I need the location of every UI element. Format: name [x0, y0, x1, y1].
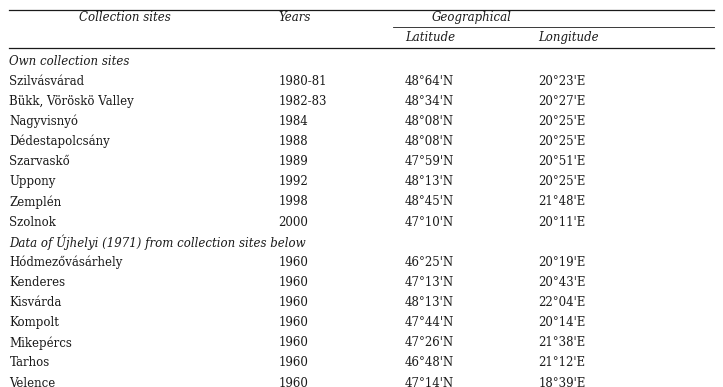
- Text: Collection sites: Collection sites: [80, 11, 171, 24]
- Text: 46°25'N: 46°25'N: [405, 256, 454, 269]
- Text: 20°25'E: 20°25'E: [539, 175, 586, 188]
- Text: 48°64'N: 48°64'N: [405, 75, 454, 88]
- Text: Latitude: Latitude: [405, 31, 455, 44]
- Text: 1960: 1960: [278, 356, 308, 370]
- Text: 22°04'E: 22°04'E: [539, 296, 586, 309]
- Text: 21°48'E: 21°48'E: [539, 195, 586, 209]
- Text: 1989: 1989: [278, 155, 308, 168]
- Text: Szarvaskő: Szarvaskő: [9, 155, 70, 168]
- Text: 1988: 1988: [278, 135, 308, 148]
- Text: 48°45'N: 48°45'N: [405, 195, 454, 209]
- Text: 1992: 1992: [278, 175, 308, 188]
- Text: 20°14'E: 20°14'E: [539, 316, 586, 329]
- Text: 1984: 1984: [278, 115, 308, 128]
- Text: 21°12'E: 21°12'E: [539, 356, 586, 370]
- Text: 46°48'N: 46°48'N: [405, 356, 454, 370]
- Text: 1998: 1998: [278, 195, 308, 209]
- Text: 20°25'E: 20°25'E: [539, 135, 586, 148]
- Text: Own collection sites: Own collection sites: [9, 55, 129, 68]
- Text: 47°44'N: 47°44'N: [405, 316, 454, 329]
- Text: 20°43'E: 20°43'E: [539, 276, 586, 289]
- Text: 20°51'E: 20°51'E: [539, 155, 586, 168]
- Text: 21°38'E: 21°38'E: [539, 336, 586, 349]
- Text: Zemplén: Zemplén: [9, 195, 61, 209]
- Text: 47°10'N: 47°10'N: [405, 216, 454, 229]
- Text: 20°25'E: 20°25'E: [539, 115, 586, 128]
- Text: Data of Újhelyi (1971) from collection sites below: Data of Újhelyi (1971) from collection s…: [9, 235, 306, 250]
- Text: 48°13'N: 48°13'N: [405, 175, 454, 188]
- Text: 47°13'N: 47°13'N: [405, 276, 454, 289]
- Text: 47°59'N: 47°59'N: [405, 155, 454, 168]
- Text: Kompolt: Kompolt: [9, 316, 59, 329]
- Text: Years: Years: [278, 11, 311, 24]
- Text: 48°08'N: 48°08'N: [405, 115, 454, 128]
- Text: 1960: 1960: [278, 316, 308, 329]
- Text: 48°13'N: 48°13'N: [405, 296, 454, 309]
- Text: 47°14'N: 47°14'N: [405, 377, 454, 387]
- Text: 20°11'E: 20°11'E: [539, 216, 586, 229]
- Text: Tarhos: Tarhos: [9, 356, 50, 370]
- Text: Kenderes: Kenderes: [9, 276, 66, 289]
- Text: 20°23'E: 20°23'E: [539, 75, 586, 88]
- Text: Bükk, Vöröskö Valley: Bükk, Vöröskö Valley: [9, 95, 134, 108]
- Text: Mikepércs: Mikepércs: [9, 336, 72, 349]
- Text: 1960: 1960: [278, 336, 308, 349]
- Text: 2000: 2000: [278, 216, 308, 229]
- Text: 48°08'N: 48°08'N: [405, 135, 454, 148]
- Text: 18°39'E: 18°39'E: [539, 377, 586, 387]
- Text: Velence: Velence: [9, 377, 56, 387]
- Text: Szilvásvárad: Szilvásvárad: [9, 75, 85, 88]
- Text: Geographical: Geographical: [432, 11, 511, 24]
- Text: 1982-83: 1982-83: [278, 95, 327, 108]
- Text: 47°26'N: 47°26'N: [405, 336, 454, 349]
- Text: Nagyvisnyó: Nagyvisnyó: [9, 115, 78, 128]
- Text: Dédestapolcsány: Dédestapolcsány: [9, 135, 110, 148]
- Text: Uppony: Uppony: [9, 175, 56, 188]
- Text: 20°19'E: 20°19'E: [539, 256, 586, 269]
- Text: 48°34'N: 48°34'N: [405, 95, 454, 108]
- Text: Longitude: Longitude: [539, 31, 599, 44]
- Text: 1960: 1960: [278, 377, 308, 387]
- Text: 1980-81: 1980-81: [278, 75, 327, 88]
- Text: 20°27'E: 20°27'E: [539, 95, 586, 108]
- Text: Hódmezővásárhely: Hódmezővásárhely: [9, 255, 123, 269]
- Text: 1960: 1960: [278, 296, 308, 309]
- Text: 1960: 1960: [278, 276, 308, 289]
- Text: 1960: 1960: [278, 256, 308, 269]
- Text: Szolnok: Szolnok: [9, 216, 56, 229]
- Text: Kisvárda: Kisvárda: [9, 296, 61, 309]
